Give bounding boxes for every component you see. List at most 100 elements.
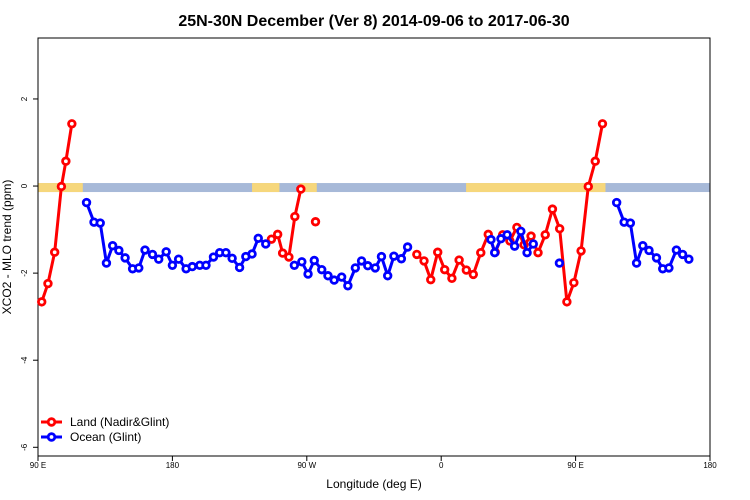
data-point [303, 269, 313, 279]
data-point [644, 245, 654, 256]
series-ocean-glint [81, 197, 694, 291]
data-point [336, 272, 347, 282]
legend-label: Land (Nadir&Glint) [70, 415, 169, 429]
data-point [161, 247, 171, 257]
data-point [120, 253, 130, 263]
data-point [631, 258, 642, 268]
data-point [266, 234, 277, 244]
data-point [447, 273, 457, 284]
data-point [284, 252, 294, 262]
data-point [526, 231, 536, 241]
data-point [476, 247, 486, 258]
data-point [290, 211, 300, 222]
y-axis-label: XCO2 - MLO trend (ppm) [0, 180, 14, 315]
data-point [502, 230, 512, 240]
data-point [277, 248, 288, 258]
data-point [496, 234, 506, 244]
data-point [509, 241, 520, 251]
data-point [49, 247, 60, 257]
data-point [329, 275, 339, 285]
data-point [597, 119, 608, 129]
data-point [554, 258, 565, 268]
data-point [173, 254, 184, 264]
legend-marker [46, 417, 57, 427]
data-point [664, 263, 674, 273]
data-point [272, 229, 283, 240]
data-point [576, 246, 586, 256]
land-ocean-strip [38, 183, 710, 193]
data-point [468, 269, 479, 280]
legend-label: Ocean (Glint) [70, 430, 141, 444]
data-point [289, 260, 300, 270]
data-point [234, 262, 245, 273]
data-point [67, 119, 77, 129]
data-point [554, 224, 565, 234]
data-point [396, 254, 407, 264]
x-tick-label: 180 [703, 461, 717, 470]
chart-title: 25N-30N December (Ver 8) 2014-09-06 to 2… [178, 13, 569, 30]
data-point [638, 240, 648, 251]
land-strip-segment [252, 183, 280, 193]
series-land-nadir-glint [37, 119, 608, 307]
series-line [40, 123, 74, 303]
plot-frame [37, 37, 711, 457]
plot-series [37, 119, 694, 307]
data-point [461, 265, 472, 275]
land-strip-segment [466, 183, 606, 193]
data-point [454, 255, 464, 265]
y-tick-label: -6 [20, 443, 29, 451]
data-point [134, 263, 144, 273]
series-line [415, 123, 604, 304]
x-axis-label: Longitude (deg E) [326, 477, 421, 491]
y-tick-label: 2 [20, 96, 29, 101]
data-point [382, 271, 393, 281]
data-point [389, 251, 399, 261]
y-tick-label: 0 [20, 183, 29, 188]
data-point [356, 256, 367, 266]
data-point [140, 245, 150, 255]
data-point [671, 245, 682, 255]
data-point [37, 297, 47, 307]
data-point [343, 281, 353, 291]
data-point [310, 217, 321, 227]
data-point [247, 249, 257, 259]
data-point [114, 245, 124, 256]
data-point [522, 247, 532, 258]
legend: Land (Nadir&Glint)Ocean (Glint) [41, 415, 169, 444]
data-point [547, 204, 558, 214]
x-tick-label: 90 E [567, 461, 583, 470]
data-point [261, 239, 271, 249]
data-point [107, 240, 118, 251]
data-point [402, 242, 413, 252]
series-line [270, 188, 303, 259]
data-point [43, 278, 53, 289]
data-point [486, 234, 496, 245]
data-point [221, 247, 231, 258]
data-point [317, 264, 327, 275]
data-point [101, 258, 112, 268]
data-point [611, 197, 622, 208]
data-point [309, 255, 319, 266]
data-point [363, 261, 373, 271]
data-point [528, 239, 538, 249]
y-tick-label: -4 [20, 356, 29, 364]
data-point [81, 197, 92, 208]
y-axis: 2 0 -2 -4 -6 [20, 96, 38, 451]
data-point [350, 263, 361, 273]
data-point [208, 252, 219, 262]
x-tick-label: 90 W [297, 461, 316, 470]
x-tick-label: 180 [166, 461, 180, 470]
data-point [95, 218, 105, 228]
data-point [154, 254, 164, 264]
data-point [187, 261, 198, 272]
data-point [147, 249, 158, 260]
data-point [590, 156, 600, 166]
x-tick-label: 0 [439, 461, 444, 470]
y-tick-label: -2 [20, 269, 29, 277]
data-point [201, 260, 211, 270]
data-point [56, 181, 67, 192]
data-point [684, 254, 694, 264]
x-tick-label: 90 E [30, 461, 46, 470]
data-point [426, 274, 436, 285]
